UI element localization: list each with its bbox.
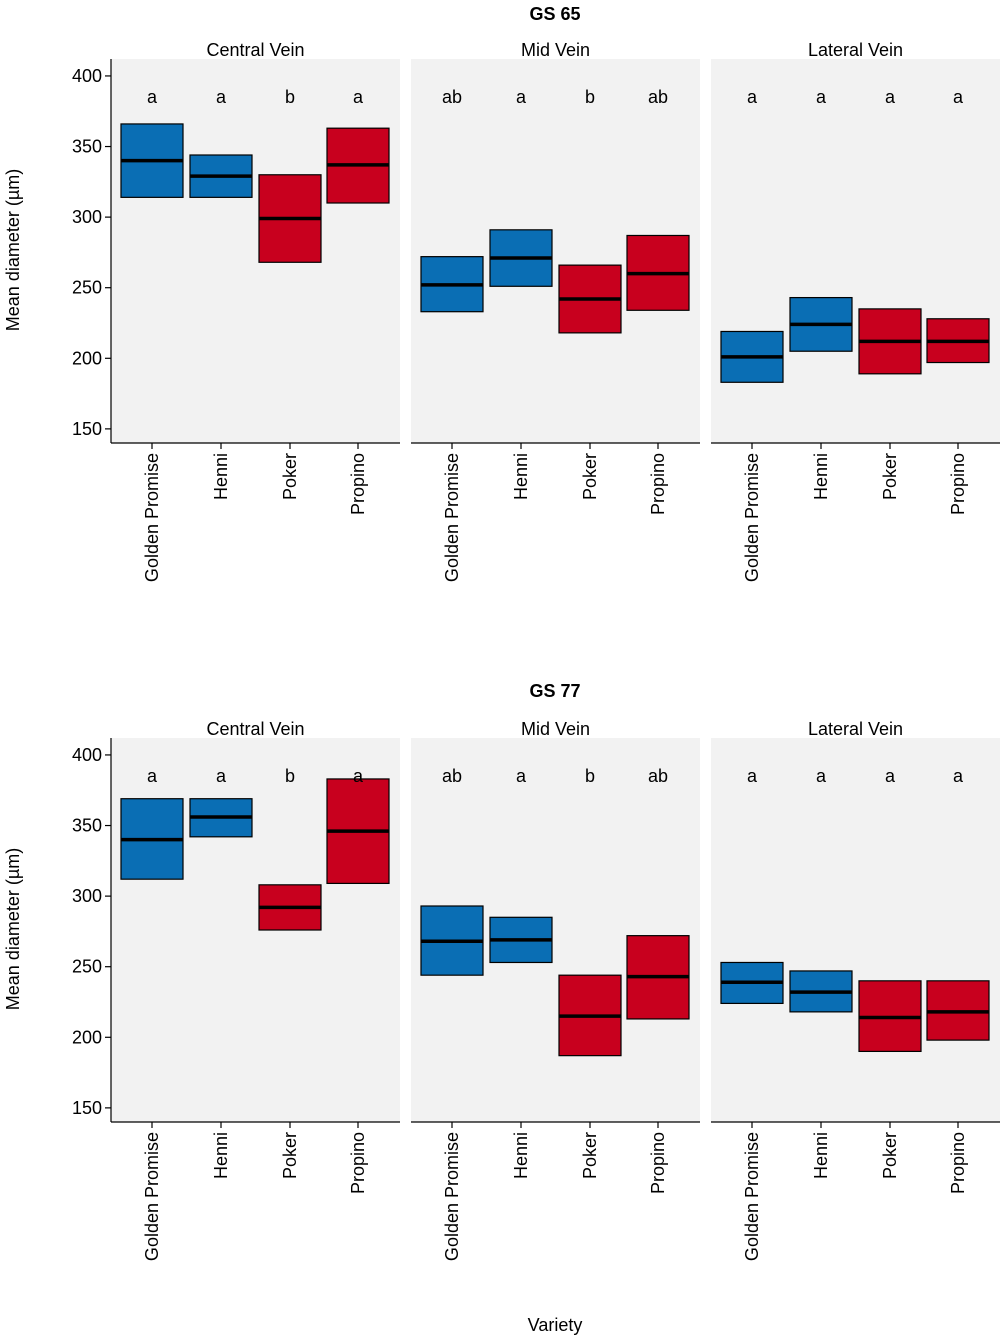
significance-letter: a — [885, 766, 896, 786]
x-tick-label: Poker — [580, 1132, 600, 1179]
x-tick-label: Propino — [348, 1132, 368, 1194]
y-axis-label: Mean diameter (µm) — [3, 169, 23, 331]
y-axis-label: Mean diameter (µm) — [3, 848, 23, 1010]
significance-letter: b — [285, 87, 295, 107]
significance-letter: a — [953, 766, 964, 786]
x-tick-label: Propino — [948, 453, 968, 515]
x-tick-label: Golden Promise — [442, 1132, 462, 1261]
y-tick-label: 200 — [72, 348, 102, 368]
facet-strip-label: Central Vein — [206, 719, 304, 739]
x-tick-label: Golden Promise — [142, 1132, 162, 1261]
significance-letter: a — [216, 87, 227, 107]
x-axis-label: Variety — [528, 1315, 583, 1335]
x-tick-label: Poker — [280, 453, 300, 500]
significance-letter: a — [885, 87, 896, 107]
x-tick-label: Poker — [580, 453, 600, 500]
y-tick-label: 350 — [72, 137, 102, 157]
x-tick-label: Golden Promise — [742, 1132, 762, 1261]
y-tick-label: 150 — [72, 1098, 102, 1118]
y-tick-label: 350 — [72, 816, 102, 836]
significance-letter: a — [816, 87, 827, 107]
group-title: GS 77 — [529, 681, 580, 701]
significance-letter: a — [216, 766, 227, 786]
significance-letter: b — [285, 766, 295, 786]
significance-letter: a — [747, 87, 758, 107]
facet-strip-label: Lateral Vein — [808, 40, 903, 60]
y-tick-label: 300 — [72, 886, 102, 906]
x-tick-label: Henni — [811, 1132, 831, 1179]
x-tick-label: Golden Promise — [742, 453, 762, 582]
significance-letter: a — [516, 766, 527, 786]
y-tick-label: 200 — [72, 1027, 102, 1047]
significance-letter: ab — [442, 766, 462, 786]
significance-letter: a — [516, 87, 527, 107]
x-tick-label: Golden Promise — [442, 453, 462, 582]
panel-background — [711, 59, 1000, 443]
x-tick-label: Henni — [511, 453, 531, 500]
y-tick-label: 250 — [72, 957, 102, 977]
significance-letter: ab — [442, 87, 462, 107]
facet-strip-label: Central Vein — [206, 40, 304, 60]
panel-background — [111, 59, 400, 443]
y-tick-label: 150 — [72, 419, 102, 439]
x-tick-label: Henni — [511, 1132, 531, 1179]
x-tick-label: Henni — [811, 453, 831, 500]
x-tick-label: Golden Promise — [142, 453, 162, 582]
x-tick-label: Propino — [348, 453, 368, 515]
significance-letter: ab — [648, 87, 668, 107]
facet-strip-label: Mid Vein — [521, 40, 590, 60]
panel-background — [711, 738, 1000, 1122]
y-tick-label: 250 — [72, 278, 102, 298]
x-tick-label: Propino — [648, 1132, 668, 1194]
significance-letter: a — [147, 87, 158, 107]
significance-letter: b — [585, 766, 595, 786]
significance-letter: a — [953, 87, 964, 107]
significance-letter: a — [147, 766, 158, 786]
x-tick-label: Propino — [948, 1132, 968, 1194]
x-tick-label: Henni — [211, 453, 231, 500]
x-tick-label: Poker — [880, 1132, 900, 1179]
significance-letter: b — [585, 87, 595, 107]
group-title: GS 65 — [529, 4, 580, 24]
y-tick-label: 400 — [72, 745, 102, 765]
x-tick-label: Poker — [280, 1132, 300, 1179]
x-tick-label: Henni — [211, 1132, 231, 1179]
facet-strip-label: Mid Vein — [521, 719, 590, 739]
y-tick-label: 400 — [72, 66, 102, 86]
facet-strip-label: Lateral Vein — [808, 719, 903, 739]
significance-letter: a — [747, 766, 758, 786]
x-tick-label: Propino — [648, 453, 668, 515]
significance-letter: a — [353, 87, 364, 107]
significance-letter: ab — [648, 766, 668, 786]
x-tick-label: Poker — [880, 453, 900, 500]
significance-letter: a — [816, 766, 827, 786]
y-tick-label: 300 — [72, 207, 102, 227]
significance-letter: a — [353, 766, 364, 786]
